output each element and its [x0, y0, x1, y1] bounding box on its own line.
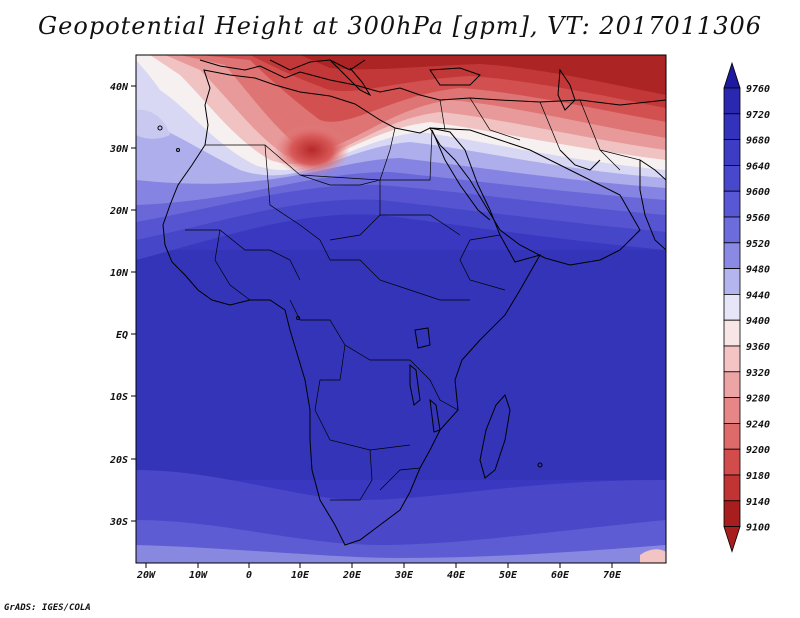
colorbar-swatch	[723, 216, 741, 244]
colorbar-swatch	[723, 87, 741, 115]
colorbar-label: 9180	[746, 471, 770, 482]
colorbar-label: 9140	[746, 497, 770, 508]
colorbar-swatch	[723, 113, 741, 141]
lat-label-40n: 40N	[110, 82, 136, 93]
colorbar-label: 9200	[746, 445, 770, 456]
lat-label: 30N	[109, 144, 129, 155]
lat-label: 10S	[110, 392, 128, 403]
geopotential-field	[136, 55, 666, 563]
colorbar-bottom-arrow	[723, 526, 741, 553]
lon-label: 0	[246, 570, 252, 581]
coastlines	[157, 59, 666, 546]
colorbar-swatch	[723, 345, 741, 373]
lat-label: 20S	[109, 455, 128, 466]
lat-label: 10N	[110, 268, 129, 279]
colorbar-label: 9100	[746, 523, 770, 534]
colorbar-swatch	[723, 139, 741, 166]
colorbar-label: 9600	[746, 187, 770, 198]
colorbar-label: 9680	[746, 136, 770, 147]
colorbar-swatch	[723, 500, 741, 527]
lon-label: 50E	[499, 570, 518, 581]
colorbar-swatch	[723, 371, 741, 398]
lon-label: 40E	[447, 570, 466, 581]
colorbar-label: 9360	[746, 342, 770, 353]
colorbar-swatch	[723, 293, 741, 321]
lon-label: 20W	[136, 570, 156, 581]
colorbar-swatch	[723, 190, 741, 218]
lon-label: 10W	[189, 570, 208, 581]
colorbar-swatch	[723, 319, 741, 347]
lon-label: 20E	[342, 570, 362, 581]
map-frame	[135, 54, 667, 564]
lon-label: 10E	[291, 570, 310, 581]
colorbar-label: 9280	[746, 394, 770, 405]
colorbar-label: 9720	[746, 110, 770, 121]
colorbar-label: 9560	[746, 213, 770, 224]
colorbar: 9760 9720 9680 9640 9600 9560 9520 9480 9440 9400…	[723, 61, 770, 553]
lat-label: EQ	[116, 330, 128, 341]
colorbar-top-arrow	[723, 61, 741, 89]
colorbar-label: 9400	[746, 316, 770, 327]
colorbar-label: 9320	[746, 368, 770, 379]
colorbar-label: 9440	[746, 290, 770, 301]
colorbar-swatch	[723, 242, 741, 270]
credit-label: GrADS: IGES/COLA	[4, 603, 91, 613]
lon-label: 30E	[394, 570, 414, 581]
colorbar-swatch	[723, 164, 741, 192]
colorbar-label: 9520	[746, 239, 770, 250]
colorbar-swatch	[723, 268, 741, 295]
lon-label: 70E	[603, 570, 622, 581]
colorbar-label: 9480	[746, 265, 770, 276]
colorbar-swatch	[723, 448, 741, 476]
lat-label: 40N	[110, 82, 129, 93]
colorbar-label: 9240	[746, 419, 770, 430]
colorbar-swatch	[723, 397, 741, 424]
country-borders	[185, 97, 641, 501]
colorbar-swatch	[723, 474, 741, 502]
longitude-axis: 20W 10W 0 10E 20E 30E 40E 50E 60E 70E	[136, 563, 622, 581]
latitude-axis: 40N 30N 20N 10N EQ 10S 20S 30S	[109, 82, 136, 528]
colorbar-label: 9640	[746, 161, 770, 172]
lat-label: 30S	[109, 517, 128, 528]
colorbar-swatch	[723, 422, 741, 450]
lon-label: 60E	[551, 570, 570, 581]
colorbar-label: 9760	[746, 84, 770, 95]
map-title: Geopotential Height at 300hPa [gpm], VT:…	[38, 12, 762, 40]
lat-label: 20N	[109, 206, 129, 217]
